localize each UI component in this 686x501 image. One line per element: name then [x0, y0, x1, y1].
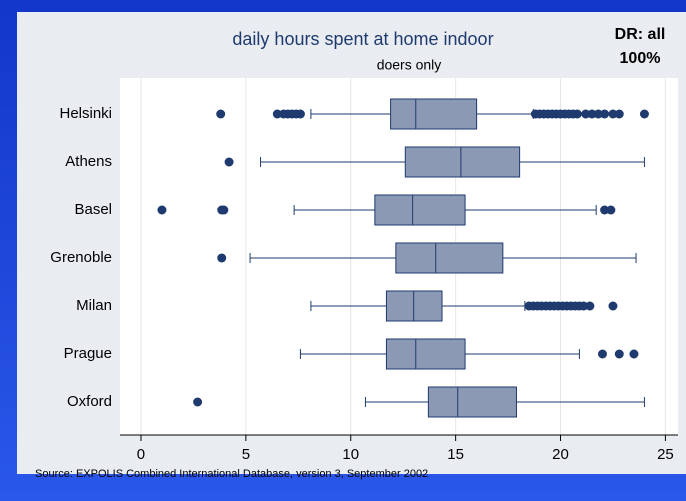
outlier — [585, 301, 595, 311]
outlier — [295, 109, 305, 119]
box — [390, 98, 478, 130]
outlier — [614, 109, 624, 119]
outlier — [572, 109, 582, 119]
outlier — [272, 109, 282, 119]
outlier — [639, 109, 649, 119]
y-tick-label: Helsinki — [59, 105, 112, 122]
outlier — [219, 205, 229, 215]
x-tick-label: 5 — [242, 446, 250, 463]
outlier — [614, 349, 624, 359]
x-tick-label: 25 — [657, 446, 674, 463]
outlier — [216, 109, 226, 119]
y-tick-label: Basel — [74, 201, 112, 218]
y-tick-label: Milan — [76, 297, 112, 314]
y-tick-label: Grenoble — [50, 249, 112, 266]
outlier — [608, 301, 618, 311]
outlier — [587, 109, 597, 119]
outlier — [193, 397, 203, 407]
x-tick-label: 20 — [552, 446, 569, 463]
x-tick-label: 10 — [342, 446, 359, 463]
box — [385, 290, 443, 322]
chart-subtitle: doers only — [377, 57, 442, 73]
outlier — [224, 157, 234, 167]
outlier — [600, 109, 610, 119]
chart-title: daily hours spent at home indoor — [232, 29, 493, 49]
y-tick-label: Prague — [64, 345, 112, 362]
outlier — [608, 109, 618, 119]
box — [374, 194, 466, 226]
outlier — [217, 253, 227, 263]
annotation: DR: all — [615, 26, 666, 43]
outlier — [597, 349, 607, 359]
outlier — [629, 349, 639, 359]
box — [395, 242, 504, 274]
x-tick-label: 15 — [447, 446, 464, 463]
box — [427, 386, 517, 418]
box — [385, 338, 466, 370]
outlier — [581, 109, 591, 119]
y-tick-label: Oxford — [67, 393, 112, 410]
outlier — [606, 205, 616, 215]
y-tick-label: Athens — [65, 153, 112, 170]
outlier — [593, 109, 603, 119]
outlier — [157, 205, 167, 215]
annotation: 100% — [620, 50, 661, 67]
box — [404, 146, 521, 178]
outlier — [579, 301, 589, 311]
source-note: Source: EXPOLIS Combined International D… — [35, 468, 428, 480]
x-tick-label: 0 — [137, 446, 145, 463]
outlier — [600, 205, 610, 215]
